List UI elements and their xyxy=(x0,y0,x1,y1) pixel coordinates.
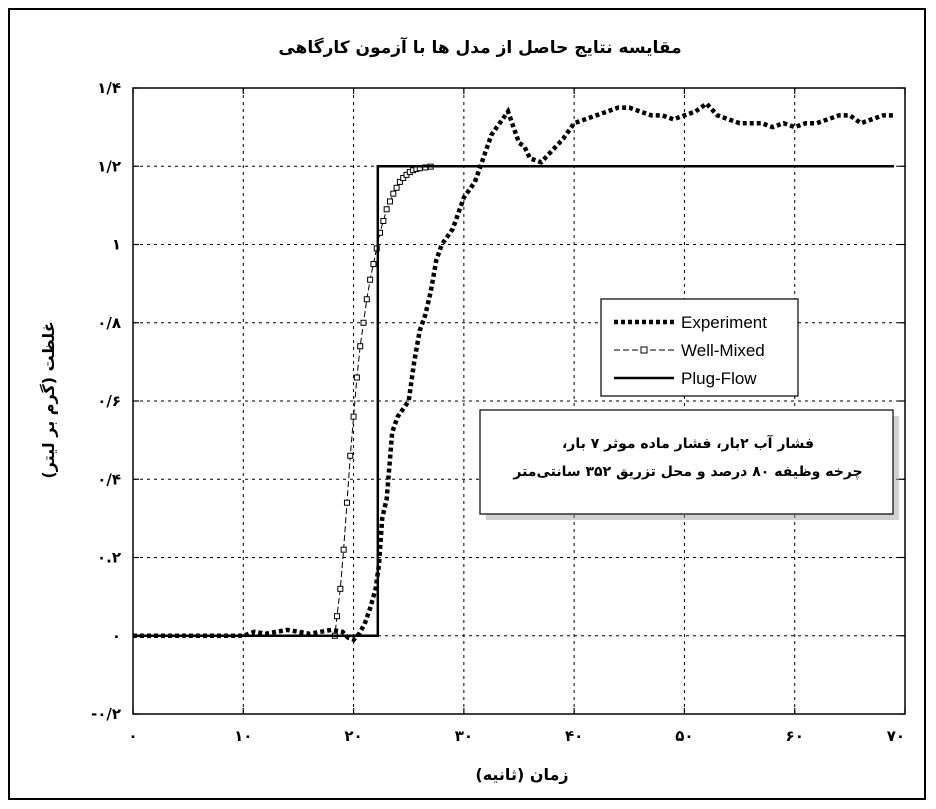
data-point xyxy=(360,319,367,326)
data-point xyxy=(390,190,397,197)
x-axis-label: زمان (ثانیه) xyxy=(475,765,568,784)
data-point xyxy=(340,546,347,553)
annotation-line-2: چرخه وظیفه ۸۰ درصد و محل تزریق ۳۵۲ سانتی… xyxy=(512,464,862,480)
chart-frame xyxy=(8,8,926,800)
x-tick-label: ۴۰ xyxy=(565,727,583,745)
series-line xyxy=(133,165,894,637)
data-point xyxy=(380,218,387,225)
data-point xyxy=(357,343,364,350)
y-tick-label: ۱/۲ xyxy=(97,157,121,175)
data-point xyxy=(396,178,403,185)
x-tick-label: ۰ xyxy=(128,727,137,745)
data-point xyxy=(334,613,341,620)
legend-label: Experiment xyxy=(681,313,767,332)
annotation-panel xyxy=(479,409,894,515)
data-point xyxy=(386,198,393,205)
legend-label: Plug-Flow xyxy=(681,369,757,388)
x-tick-label: ۵۰ xyxy=(675,727,693,745)
data-point xyxy=(337,585,344,592)
legend-item-plug-flow: Plug-Flow xyxy=(614,369,757,388)
y-tick-label: ۰/۸ xyxy=(97,314,121,332)
y-tick-label: ۱ xyxy=(112,236,121,254)
series-layer xyxy=(133,100,894,643)
x-ticks: ۰ ۱۰ ۲۰ ۳۰ ۴۰ ۵۰ ۶۰ ۷۰ xyxy=(128,88,906,745)
data-point xyxy=(383,206,390,213)
y-tick-label: ۰ xyxy=(112,627,121,645)
y-tick-label: ۱/۴ xyxy=(97,79,121,97)
legend-item-experiment: Experiment xyxy=(614,313,767,332)
x-tick-label: ۱۰ xyxy=(234,727,252,745)
annotation-box: فشار آب ۲بار، فشار ماده موثر ۷ بار، چرخه… xyxy=(479,409,899,520)
chart-title: مقایسه نتایج حاصل از مدل ها با آزمون کار… xyxy=(278,36,681,58)
y-tick-label: ۰.۲ xyxy=(97,549,121,567)
y-tick-label: -۰/۲ xyxy=(91,705,121,723)
legend: Experiment Well-Mixed Plug-Flow xyxy=(600,298,799,397)
y-tick-label: ۰/۶ xyxy=(97,392,121,410)
grid xyxy=(133,88,905,714)
legend-box xyxy=(600,298,799,397)
y-axis-label: غلظت (گرم بر لیتر) xyxy=(39,321,58,478)
legend-marker xyxy=(640,346,648,354)
data-point xyxy=(347,452,354,459)
data-point xyxy=(353,374,360,381)
series-experiment xyxy=(133,100,894,643)
data-point xyxy=(400,174,407,181)
x-tick-label: ۷۰ xyxy=(887,727,905,745)
data-point xyxy=(370,261,377,268)
legend-label: Well-Mixed xyxy=(681,341,765,360)
x-tick-label: ۶۰ xyxy=(786,727,804,745)
data-point xyxy=(363,296,370,303)
legend-item-well-mixed: Well-Mixed xyxy=(614,341,765,360)
annotation-line-1: فشار آب ۲بار، فشار ماده موثر ۷ بار، xyxy=(562,434,814,452)
series-line xyxy=(133,165,894,638)
x-tick-label: ۲۰ xyxy=(344,727,362,745)
series-plug-flow xyxy=(133,165,894,638)
data-point xyxy=(367,276,374,283)
data-point xyxy=(350,413,357,420)
series-line xyxy=(133,100,894,643)
x-tick-label: ۳۰ xyxy=(455,727,473,745)
y-tick-label: ۰/۴ xyxy=(97,470,121,488)
data-point xyxy=(393,184,400,191)
data-point xyxy=(343,499,350,506)
y-ticks: -۰/۲ ۰ ۰.۲ ۰/۴ ۰/۶ ۰/۸ ۱ ۱/۲ ۱/۴ xyxy=(91,79,905,723)
